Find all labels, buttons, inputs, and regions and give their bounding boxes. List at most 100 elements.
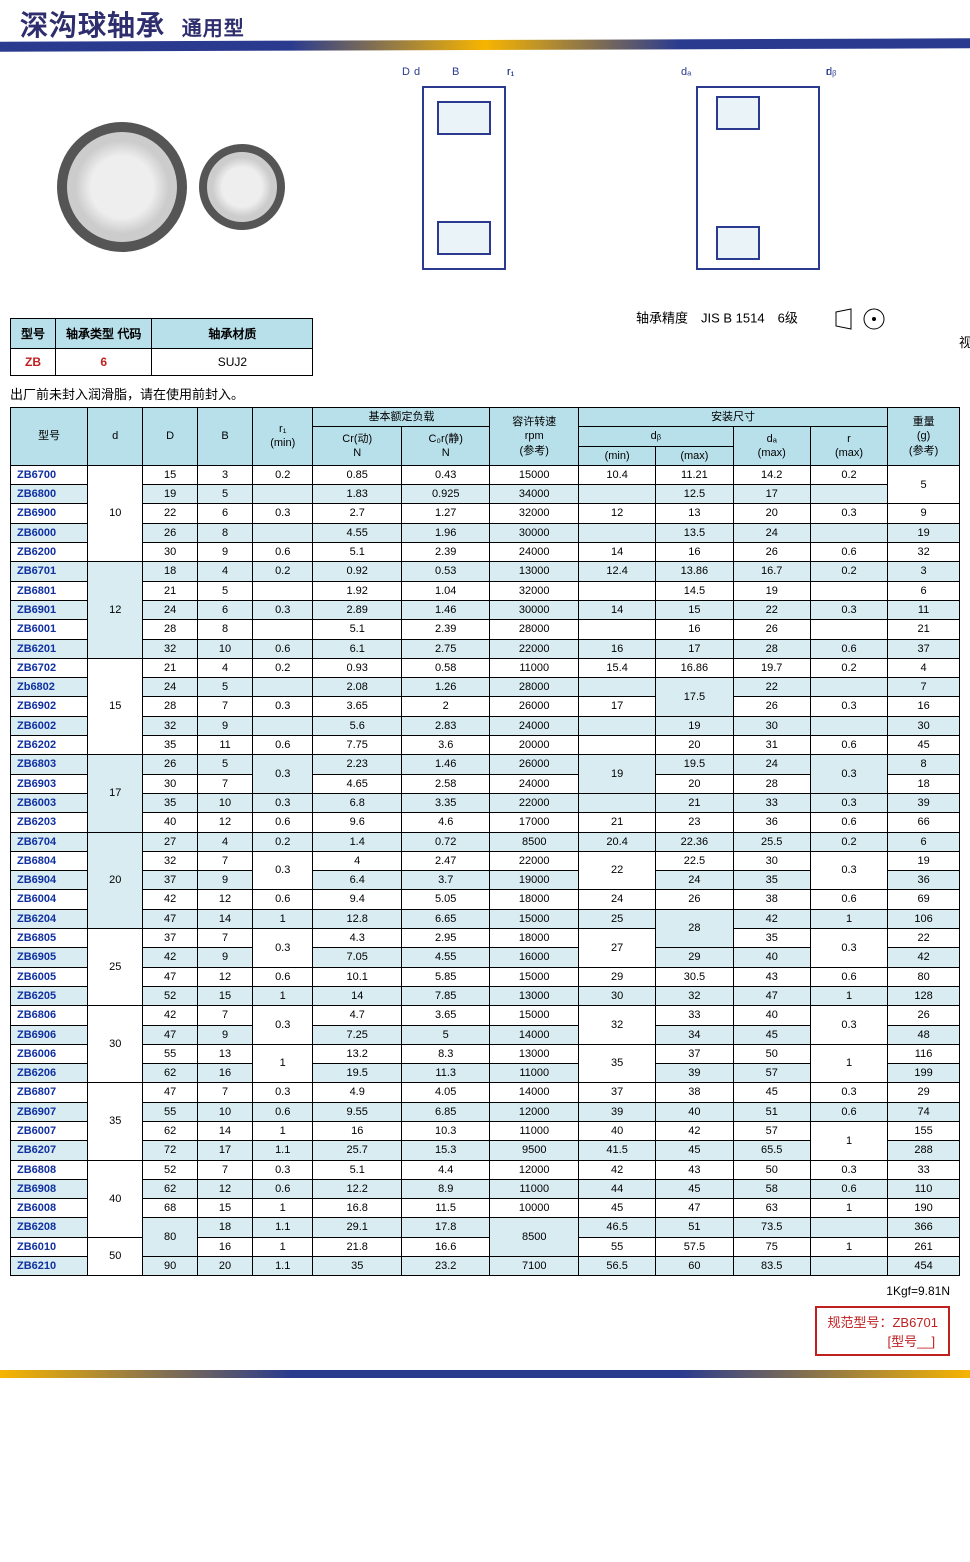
cell-B: 20 bbox=[198, 1257, 253, 1276]
cell-rpm: 26000 bbox=[490, 697, 579, 716]
cell-model: ZB6807 bbox=[11, 1083, 88, 1102]
table-row: ZB69012460.32.891.46300001415220.311 bbox=[11, 600, 960, 619]
cell-r1: 1 bbox=[252, 909, 313, 928]
cell-g: 6 bbox=[888, 581, 960, 600]
cell-D: 30 bbox=[143, 774, 198, 793]
cell-r: 0.6 bbox=[810, 639, 887, 658]
cell-da: 20 bbox=[733, 504, 810, 523]
cell-da: 35 bbox=[733, 929, 810, 948]
cell-da: 19.7 bbox=[733, 658, 810, 677]
cell-r1 bbox=[252, 620, 313, 639]
cell-rpm: 11000 bbox=[490, 1121, 579, 1140]
cell-B: 5 bbox=[198, 485, 253, 504]
cell-rpm: 28000 bbox=[490, 620, 579, 639]
cell-da: 65.5 bbox=[733, 1141, 810, 1160]
cell-r: 1 bbox=[810, 1044, 887, 1083]
cell-model: ZB6803 bbox=[11, 755, 88, 774]
table-row: ZB690755100.69.556.85120003940510.674 bbox=[11, 1102, 960, 1121]
cell-r: 0.3 bbox=[810, 504, 887, 523]
table-row: ZB6701121840.20.920.531300012.413.8616.7… bbox=[11, 562, 960, 581]
cell-g: 9 bbox=[888, 504, 960, 523]
cell-Cor: 0.58 bbox=[401, 658, 490, 677]
cell-dbmax: 21 bbox=[656, 793, 733, 812]
spec-line1: 规范型号：ZB6701 bbox=[827, 1315, 938, 1330]
cell-da: 58 bbox=[733, 1179, 810, 1198]
cell-B: 12 bbox=[198, 967, 253, 986]
cell-r1: 0.6 bbox=[252, 813, 313, 832]
cell-r1: 0.3 bbox=[252, 504, 313, 523]
cell-D: 62 bbox=[143, 1064, 198, 1083]
cell-r: 0.2 bbox=[810, 658, 887, 677]
cell-dbmax: 42 bbox=[656, 1121, 733, 1140]
cell-da: 42 bbox=[733, 909, 810, 928]
cell-D: 26 bbox=[143, 523, 198, 542]
cell-Cr: 4.3 bbox=[313, 929, 402, 948]
cell-g: 199 bbox=[888, 1064, 960, 1083]
cell-r: 0.6 bbox=[810, 813, 887, 832]
cell-Cor: 0.53 bbox=[401, 562, 490, 581]
cell-dbmin: 12 bbox=[578, 504, 655, 523]
cell-dbmin: 56.5 bbox=[578, 1257, 655, 1276]
cell-dbmin: 14 bbox=[578, 543, 655, 562]
cell-rpm: 11000 bbox=[490, 658, 579, 677]
cell-rpm: 18000 bbox=[490, 890, 579, 909]
cell-B: 3 bbox=[198, 465, 253, 484]
cell-B: 12 bbox=[198, 813, 253, 832]
table-row: ZB6805253770.34.32.951800027350.322 bbox=[11, 929, 960, 948]
cell-rpm: 19000 bbox=[490, 871, 579, 890]
cell-rpm: 12000 bbox=[490, 1160, 579, 1179]
cell-g: 6 bbox=[888, 832, 960, 851]
cell-B: 7 bbox=[198, 697, 253, 716]
cell-g: 110 bbox=[888, 1179, 960, 1198]
cell-r bbox=[810, 678, 887, 697]
cell-Cor: 6.85 bbox=[401, 1102, 490, 1121]
cell-model: ZB6808 bbox=[11, 1160, 88, 1179]
cell-r1: 0.6 bbox=[252, 639, 313, 658]
cell-r1: 0.3 bbox=[252, 793, 313, 812]
cell-rpm: 13000 bbox=[490, 1044, 579, 1063]
cell-r: 1 bbox=[810, 909, 887, 928]
cell-model: ZB6008 bbox=[11, 1199, 88, 1218]
cell-r: 0.2 bbox=[810, 832, 887, 851]
table-row: ZB60023295.62.8324000193030 bbox=[11, 716, 960, 735]
dia-db: dᵦ bbox=[826, 66, 836, 78]
cell-model: ZB6800 bbox=[11, 485, 88, 504]
cell-Cr: 16 bbox=[313, 1121, 402, 1140]
cell-dbmin: 22 bbox=[578, 851, 655, 890]
cell-g: 19 bbox=[888, 851, 960, 870]
cell-da: 36 bbox=[733, 813, 810, 832]
cell-D: 52 bbox=[143, 986, 198, 1005]
cell-model: ZB6005 bbox=[11, 967, 88, 986]
cell-Cr: 29.1 bbox=[313, 1218, 402, 1237]
cell-dbmax: 16 bbox=[656, 543, 733, 562]
cell-Cor: 1.46 bbox=[401, 755, 490, 774]
cell-model: ZB6907 bbox=[11, 1102, 88, 1121]
cell-D: 28 bbox=[143, 620, 198, 639]
th-dbmax: (max) bbox=[656, 446, 733, 465]
cell-B: 13 bbox=[198, 1044, 253, 1063]
cell-Cr: 1.4 bbox=[313, 832, 402, 851]
cell-D: 26 bbox=[143, 755, 198, 774]
cell-D: 37 bbox=[143, 929, 198, 948]
cell-r: 0.3 bbox=[810, 1006, 887, 1045]
cell-Cor: 4.55 bbox=[401, 948, 490, 967]
cell-da: 26 bbox=[733, 620, 810, 639]
cell-r: 0.6 bbox=[810, 1102, 887, 1121]
diagram-section-view: B r₁ r₁ D d bbox=[392, 66, 676, 296]
cell-rpm: 10000 bbox=[490, 1199, 579, 1218]
cell-da: 22 bbox=[733, 600, 810, 619]
cell-Cor: 1.46 bbox=[401, 600, 490, 619]
cell-dbmax: 13 bbox=[656, 504, 733, 523]
cell-B: 5 bbox=[198, 581, 253, 600]
cell-r1: 0.3 bbox=[252, 1160, 313, 1179]
cell-rpm: 9500 bbox=[490, 1141, 579, 1160]
cell-B: 14 bbox=[198, 909, 253, 928]
cell-D: 62 bbox=[143, 1121, 198, 1140]
th-D: D bbox=[143, 408, 198, 466]
cell-Cor: 4.4 bbox=[401, 1160, 490, 1179]
cell-rpm: 26000 bbox=[490, 755, 579, 774]
cell-Cr: 5.1 bbox=[313, 543, 402, 562]
table-row: ZB6007621411610.3110004042571155 bbox=[11, 1121, 960, 1140]
cell-model: ZB6200 bbox=[11, 543, 88, 562]
cell-r1: 1.1 bbox=[252, 1141, 313, 1160]
